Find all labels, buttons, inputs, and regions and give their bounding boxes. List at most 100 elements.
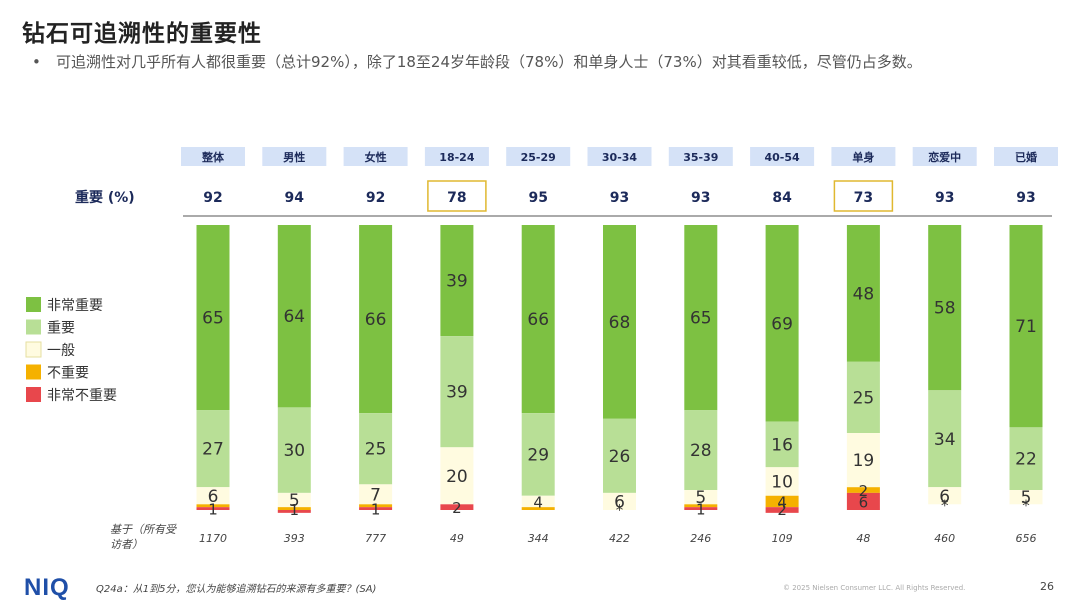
bar-segment-important bbox=[928, 390, 962, 488]
column-header: 女性 bbox=[365, 150, 387, 164]
bar-segment-important bbox=[603, 418, 636, 493]
segment-label: 22 bbox=[1015, 450, 1037, 470]
important-total: 92 bbox=[203, 190, 222, 206]
page-title: 钻石可追溯性的重要性 bbox=[22, 21, 262, 47]
important-total: 95 bbox=[528, 190, 547, 206]
important-total: 92 bbox=[366, 190, 385, 206]
segment-label: 10 bbox=[771, 473, 793, 493]
important-total: 78 bbox=[447, 190, 466, 206]
column-header: 25-29 bbox=[521, 151, 556, 164]
column-header: 整体 bbox=[201, 150, 225, 164]
legend-swatch-very_important bbox=[26, 297, 41, 312]
bar-segment-neutral bbox=[928, 487, 962, 505]
survey-question: Q24a：从1到5分，您认为能够追溯钻石的来源有多重要？(SA) bbox=[96, 584, 377, 595]
segment-label: 25 bbox=[365, 440, 387, 460]
bar-segment-not_important bbox=[277, 507, 311, 510]
bar-segment-neutral bbox=[765, 467, 799, 496]
bar-segment-very_not_important bbox=[196, 507, 230, 510]
segment-label: 64 bbox=[283, 307, 305, 327]
bar-segment-not_important bbox=[846, 487, 880, 493]
bar-segment-important bbox=[765, 421, 799, 468]
base-label-line2: 访者） bbox=[110, 538, 143, 551]
bar-segment-not_important bbox=[684, 504, 718, 508]
bar-segment-important bbox=[1009, 427, 1043, 491]
segment-label: * bbox=[1022, 496, 1030, 514]
segment-label: 65 bbox=[202, 309, 224, 329]
column-header: 已婚 bbox=[1015, 150, 1037, 164]
column-header: 40-54 bbox=[765, 151, 801, 164]
segment-label: 65 bbox=[690, 309, 712, 329]
bar-segment-very_not_important bbox=[684, 507, 718, 510]
bar-segment-very_important bbox=[521, 225, 555, 414]
column-header-bg bbox=[668, 147, 733, 166]
column-header-bg bbox=[343, 147, 408, 166]
segment-label: 5 bbox=[1021, 488, 1032, 508]
segment-label: 2 bbox=[777, 501, 787, 519]
bar-segment-neutral bbox=[277, 492, 311, 508]
segment-label: 48 bbox=[853, 284, 875, 304]
column-header-bg bbox=[994, 147, 1058, 166]
legend-swatch-not_important bbox=[26, 364, 41, 380]
base-value: 393 bbox=[284, 532, 305, 545]
bar-segment-not_important bbox=[521, 507, 555, 510]
column-header-bg bbox=[831, 147, 896, 166]
base-value: 777 bbox=[365, 532, 386, 545]
column-header: 30-34 bbox=[602, 151, 638, 164]
segment-label: 66 bbox=[527, 310, 549, 330]
bar-segment-neutral bbox=[684, 490, 718, 505]
segment-label: 39 bbox=[446, 272, 468, 292]
column-header: 男性 bbox=[283, 150, 305, 164]
segment-label: * bbox=[616, 501, 624, 519]
column-header: 35-39 bbox=[683, 151, 718, 164]
bar-segment-very_not_important bbox=[765, 507, 799, 513]
legend-swatch-important bbox=[26, 319, 41, 335]
column-header-bg bbox=[506, 147, 571, 166]
base-value: 1170 bbox=[199, 532, 227, 545]
segment-label: 39 bbox=[446, 383, 468, 403]
base-value: 656 bbox=[1016, 532, 1037, 545]
bar-segment-very_important bbox=[928, 225, 962, 391]
bar-segment-very_important bbox=[277, 225, 311, 408]
segment-label: 1 bbox=[696, 501, 706, 519]
segment-label: 1 bbox=[208, 501, 218, 519]
niq-logo: NIQ bbox=[24, 574, 70, 601]
base-value: 422 bbox=[609, 532, 630, 545]
bar-segment-important bbox=[359, 413, 393, 485]
segment-label: 4 bbox=[777, 493, 787, 511]
legend-label: 不重要 bbox=[47, 366, 89, 382]
segment-label: 69 bbox=[771, 314, 793, 334]
segment-label: 25 bbox=[853, 388, 875, 408]
legend-label: 非常重要 bbox=[47, 298, 103, 314]
summary-text: 可追溯性对几乎所有人都很重要（总计92%），除了18至24岁年龄段（78%）和单… bbox=[56, 53, 922, 71]
legend-label: 一般 bbox=[47, 343, 75, 359]
bar-segment-important bbox=[277, 407, 311, 493]
important-total: 84 bbox=[772, 190, 792, 206]
segment-label: 27 bbox=[202, 440, 224, 460]
bar-segment-very_not_important bbox=[359, 507, 393, 510]
important-row-label: 重要 (%) bbox=[75, 189, 135, 206]
segment-label: 5 bbox=[289, 491, 300, 511]
legend-swatch-neutral bbox=[25, 341, 42, 358]
segment-label: 20 bbox=[446, 467, 468, 487]
base-value: 344 bbox=[528, 532, 549, 545]
important-total: 94 bbox=[285, 190, 305, 206]
bar-segment-neutral bbox=[359, 484, 393, 505]
segment-label: 68 bbox=[609, 313, 631, 333]
segment-label: 34 bbox=[934, 430, 956, 450]
bar-segment-important bbox=[684, 410, 718, 491]
legend-label: 非常不重要 bbox=[47, 388, 117, 404]
bar-segment-very_important bbox=[765, 225, 799, 422]
segment-label: 6 bbox=[859, 493, 869, 511]
base-value: 48 bbox=[856, 532, 870, 545]
segment-label: * bbox=[941, 496, 949, 514]
summary-bullet: • 可追溯性对几乎所有人都很重要（总计92%），除了18至24岁年龄段（78%）… bbox=[30, 52, 1040, 73]
bar-segment-not_important bbox=[359, 504, 393, 508]
segment-label: 7 bbox=[370, 485, 381, 505]
base-value: 246 bbox=[690, 532, 711, 545]
segment-label: 28 bbox=[690, 441, 712, 461]
bar-segment-important bbox=[846, 361, 880, 434]
legend-label: 重要 bbox=[47, 321, 75, 337]
segment-label: 29 bbox=[527, 445, 549, 465]
segment-label: 30 bbox=[283, 441, 305, 461]
